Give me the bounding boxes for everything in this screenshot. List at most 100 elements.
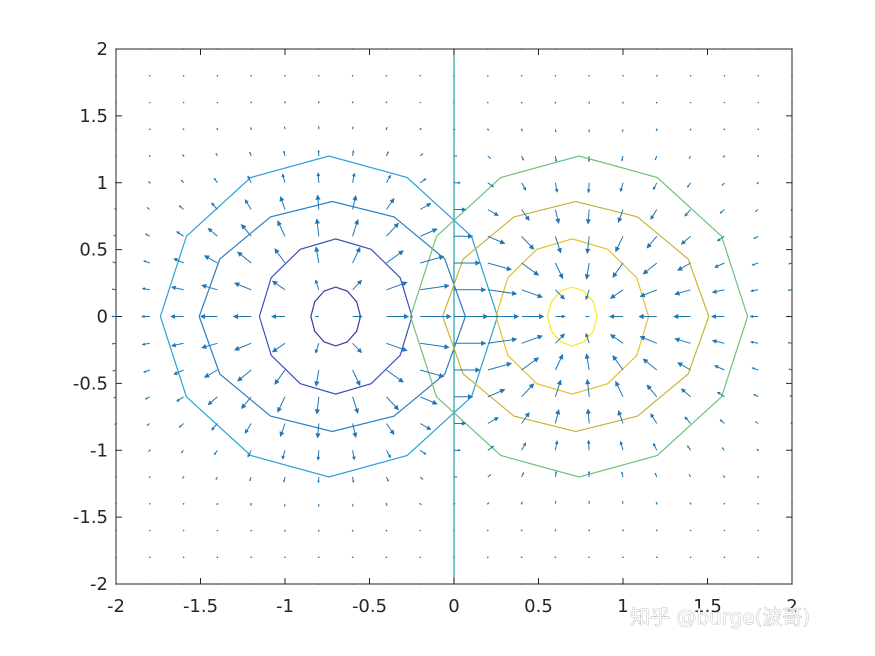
quiver-arrow-dot (554, 75, 557, 77)
y-tick-label: 1 (97, 173, 108, 194)
quiver-arrow-head (271, 313, 277, 320)
quiver-arrow (554, 182, 559, 193)
quiver-arrow (487, 75, 489, 77)
quiver-arrow (521, 472, 525, 478)
quiver-arrow-head (389, 198, 395, 204)
quiver-arrow (617, 410, 624, 424)
quiver-arrow (149, 529, 151, 532)
quiver-arrow (244, 199, 252, 210)
quiver-arrow-dot (419, 503, 422, 505)
quiver-arrow-dot (419, 529, 422, 532)
quiver-arrow-head (241, 223, 247, 230)
quiver-arrow-head (281, 173, 286, 178)
quiver-arrow-head (232, 313, 239, 320)
contour-line-level-4 (546, 286, 598, 347)
x-tick-label: 0.5 (524, 596, 553, 617)
quiver-arrow (520, 529, 523, 532)
quiver-arrow-head (351, 172, 356, 177)
quiver-arrow-head (514, 313, 520, 320)
quiver-arrow-head (537, 334, 543, 340)
quiver-arrow-dot (757, 155, 759, 157)
quiver-arrow (454, 448, 461, 452)
quiver-arrow-head (421, 153, 424, 156)
quiver-arrow (213, 450, 218, 456)
quiver-arrow-dot (284, 101, 286, 104)
quiver-arrow (241, 223, 252, 237)
quiver-arrow (180, 449, 184, 454)
quiver-arrow-head (788, 262, 791, 265)
quiver-arrow-head (203, 372, 210, 378)
quiver-arrow (352, 218, 360, 237)
quiver-arrow (182, 128, 185, 131)
quiver-arrow (688, 155, 692, 160)
quiver-arrow (171, 285, 184, 291)
quiver-arrow-head (247, 175, 251, 180)
quiver-arrow-dot (149, 155, 151, 157)
quiver-arrow (487, 529, 489, 532)
quiver-arrow (216, 101, 219, 104)
quiver-arrow (385, 151, 389, 157)
quiver-arrow-dot (757, 529, 759, 532)
quiver-arrow-head (444, 283, 450, 289)
quiver-arrow-head (356, 347, 363, 354)
quiver-arrow (250, 75, 252, 77)
quiver-arrow-dot (216, 128, 219, 131)
quiver-arrow-head (524, 215, 530, 221)
quiver-arrow-dot (487, 556, 489, 559)
quiver-arrow-head (279, 431, 285, 437)
quiver-arrow-head (481, 340, 487, 346)
quiver-arrow-head (215, 478, 218, 481)
quiver-arrow-head (355, 380, 361, 387)
quiver-arrow (621, 155, 624, 162)
quiver-arrow-dot (318, 529, 320, 532)
quiver-arrow-head (423, 178, 427, 182)
quiver-arrow-head (207, 227, 213, 233)
quiver-arrow-head (522, 442, 527, 447)
quiver-arrow (173, 369, 184, 375)
quiver-arrow (454, 207, 467, 212)
quiver-arrow-dot (250, 503, 252, 505)
quiver-arrow (419, 423, 432, 431)
quiver-arrow (555, 289, 565, 300)
quiver-arrow (788, 262, 793, 265)
quiver-arrow-dot (520, 529, 523, 532)
quiver-arrow (554, 379, 562, 397)
quiver-arrow (386, 250, 404, 264)
quiver-arrow (586, 182, 591, 194)
quiver-arrow (554, 440, 559, 451)
quiver-arrow (176, 231, 184, 237)
quiver-arrow-head (654, 472, 657, 476)
quiver-arrow-head (249, 151, 252, 155)
quiver-arrow (149, 556, 151, 559)
quiver-arrow-head (201, 343, 207, 350)
quiver-arrow (621, 129, 624, 133)
quiver-arrow-head (386, 479, 389, 482)
quiver-arrow (757, 128, 759, 131)
quiver-arrow (233, 282, 252, 291)
quiver-arrow (757, 155, 759, 158)
quiver-arrow-head (314, 246, 320, 252)
quiver-arrow-head (587, 470, 591, 474)
quiver-arrow (419, 127, 422, 131)
quiver-arrow-dot (520, 128, 523, 131)
quiver-arrow-head (244, 428, 249, 434)
quiver-arrow (554, 500, 557, 504)
quiver-arrow-dot (656, 556, 658, 559)
quiver-arrow (716, 235, 725, 242)
quiver-arrow-head (351, 125, 354, 128)
quiver-arrow (146, 207, 151, 210)
quiver-arrow-head (431, 399, 438, 405)
quiver-arrow (149, 503, 151, 505)
quiver-arrow (281, 173, 286, 183)
quiver-arrow (314, 246, 320, 264)
quiver-arrow (754, 421, 759, 424)
quiver-arrow-head (356, 279, 363, 286)
quiver-arrow-dot (689, 529, 692, 532)
quiver-arrow-dot (453, 556, 455, 559)
quiver-arrow-dot (419, 556, 422, 559)
contour-line-level-1 (409, 155, 749, 478)
quiver-arrow-head (711, 289, 717, 294)
quiver-arrow-dot (149, 449, 151, 452)
quiver-arrow-head (522, 186, 527, 191)
quiver-arrow-head (180, 451, 183, 454)
